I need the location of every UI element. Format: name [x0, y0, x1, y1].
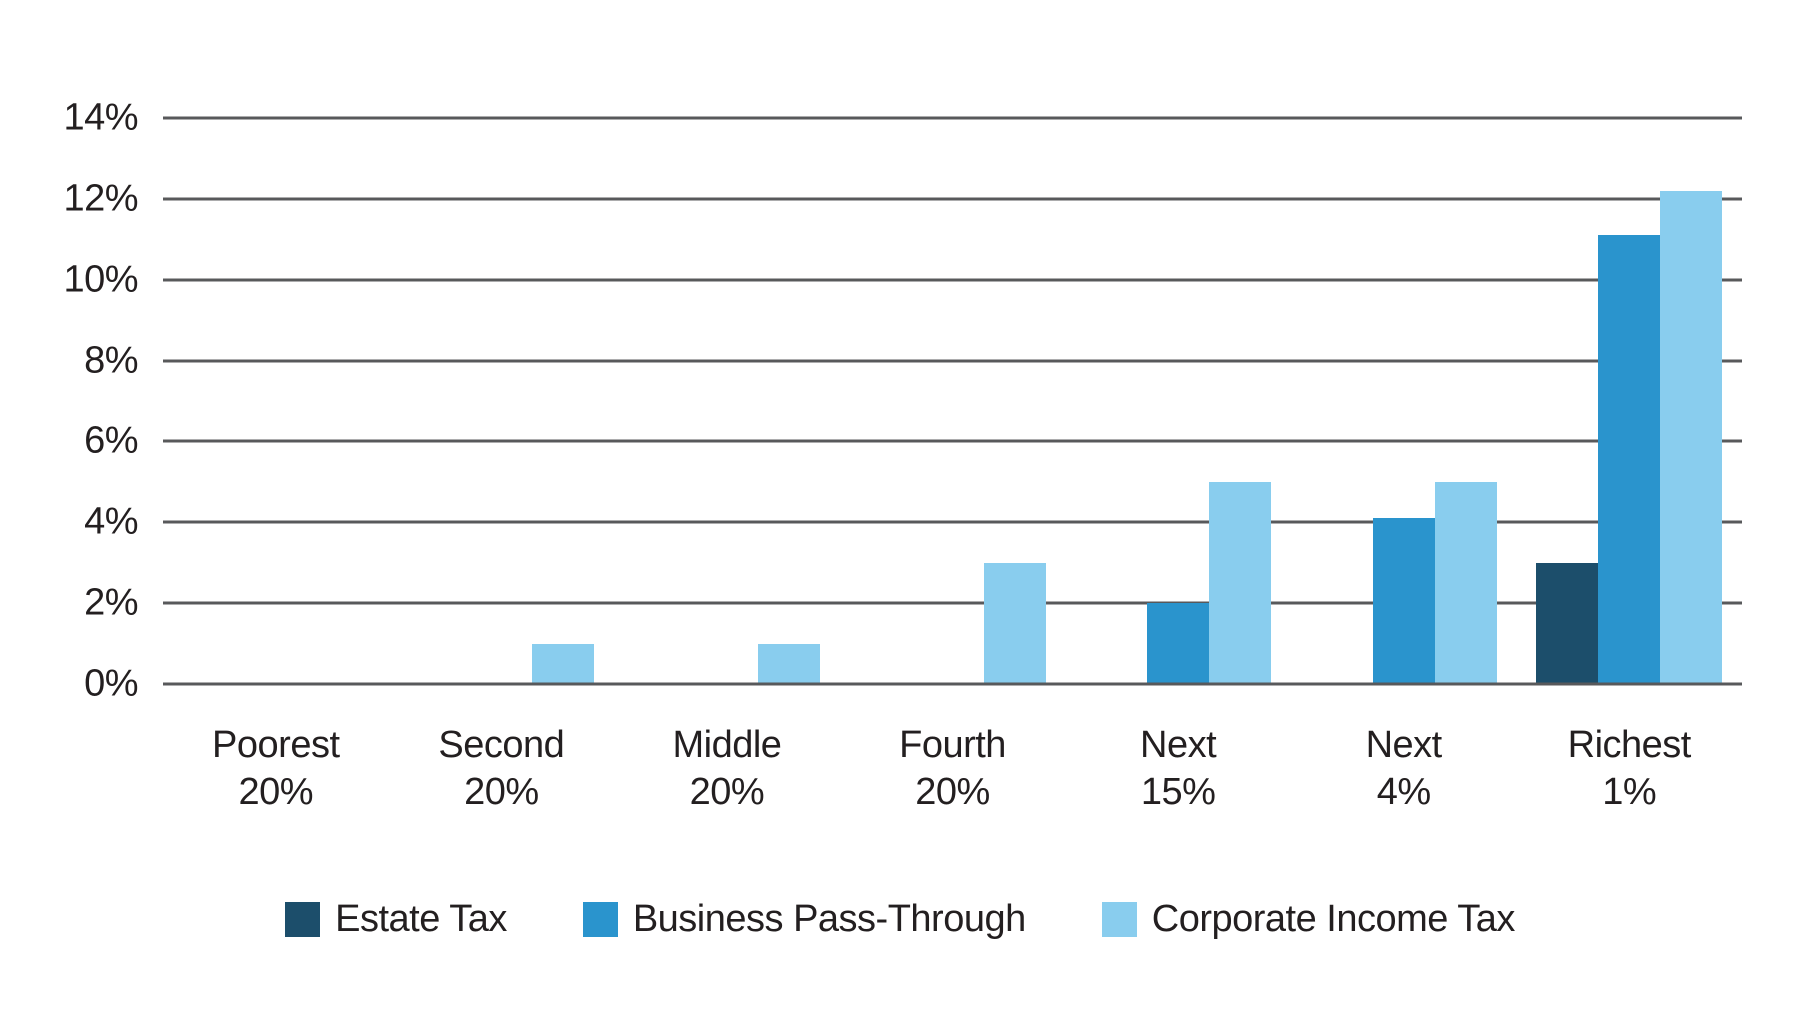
bar-corporate-income-tax — [1660, 190, 1723, 684]
bar-corporate-income-tax — [532, 643, 595, 684]
legend-label: Estate Tax — [335, 898, 507, 940]
bar-group — [614, 118, 840, 684]
legend-swatch — [1101, 902, 1137, 937]
bar-corporate-income-tax — [983, 562, 1046, 684]
legend-label: Corporate Income Tax — [1151, 898, 1516, 940]
bar-corporate-income-tax — [757, 643, 820, 684]
legend-swatch — [285, 902, 321, 937]
y-tick-label: 14% — [63, 96, 138, 139]
bar-business-pass-through — [1372, 518, 1435, 684]
plot-area — [163, 116, 1742, 686]
legend: Estate Tax Business Pass-Through Corporate… — [0, 898, 1800, 941]
y-tick-label: 8% — [84, 339, 138, 382]
y-tick-label: 12% — [63, 177, 138, 220]
gridline — [163, 682, 1742, 686]
bar-group — [840, 118, 1066, 684]
bar-business-pass-through — [1598, 235, 1661, 684]
bar-group — [1516, 118, 1742, 684]
gridline — [163, 359, 1742, 363]
bar-business-pass-through — [1147, 603, 1210, 684]
x-category-label: Richest 1% — [1567, 724, 1692, 813]
bar-corporate-income-tax — [1434, 481, 1497, 684]
bar-estate-tax — [1536, 562, 1599, 684]
x-category-label: Fourth 20% — [899, 724, 1006, 813]
bar-corporate-income-tax — [1209, 481, 1272, 684]
y-tick-label: 4% — [84, 500, 138, 543]
gridline — [163, 439, 1742, 443]
x-category-label: Middle 20% — [672, 724, 782, 813]
bar-group — [1291, 118, 1517, 684]
x-category-label: Next 4% — [1365, 724, 1443, 813]
gridline — [163, 278, 1742, 282]
y-tick-label: 10% — [63, 258, 138, 301]
bar-group — [163, 118, 389, 684]
gridline — [163, 601, 1742, 605]
legend-item: Business Pass-Through — [582, 898, 1026, 941]
x-category-label: Poorest 20% — [212, 724, 340, 813]
legend-swatch — [582, 902, 618, 937]
x-axis: Poorest 20% Second 20% Middle 20% Fourth 20… — [163, 722, 1742, 816]
x-category-label: Second 20% — [438, 724, 565, 813]
bar-groups — [163, 118, 1742, 684]
y-tick-label: 0% — [84, 662, 138, 705]
gridline — [163, 520, 1742, 524]
legend-item: Estate Tax — [285, 898, 507, 941]
legend-label: Business Pass-Through — [632, 898, 1026, 940]
legend-item: Corporate Income Tax — [1101, 898, 1516, 941]
bar-group — [1065, 118, 1291, 684]
bar-group — [389, 118, 615, 684]
y-tick-label: 6% — [84, 419, 138, 462]
gridline — [163, 197, 1742, 201]
x-category-label: Next 15% — [1140, 724, 1217, 813]
y-tick-label: 2% — [84, 581, 138, 624]
gridline — [163, 116, 1742, 120]
